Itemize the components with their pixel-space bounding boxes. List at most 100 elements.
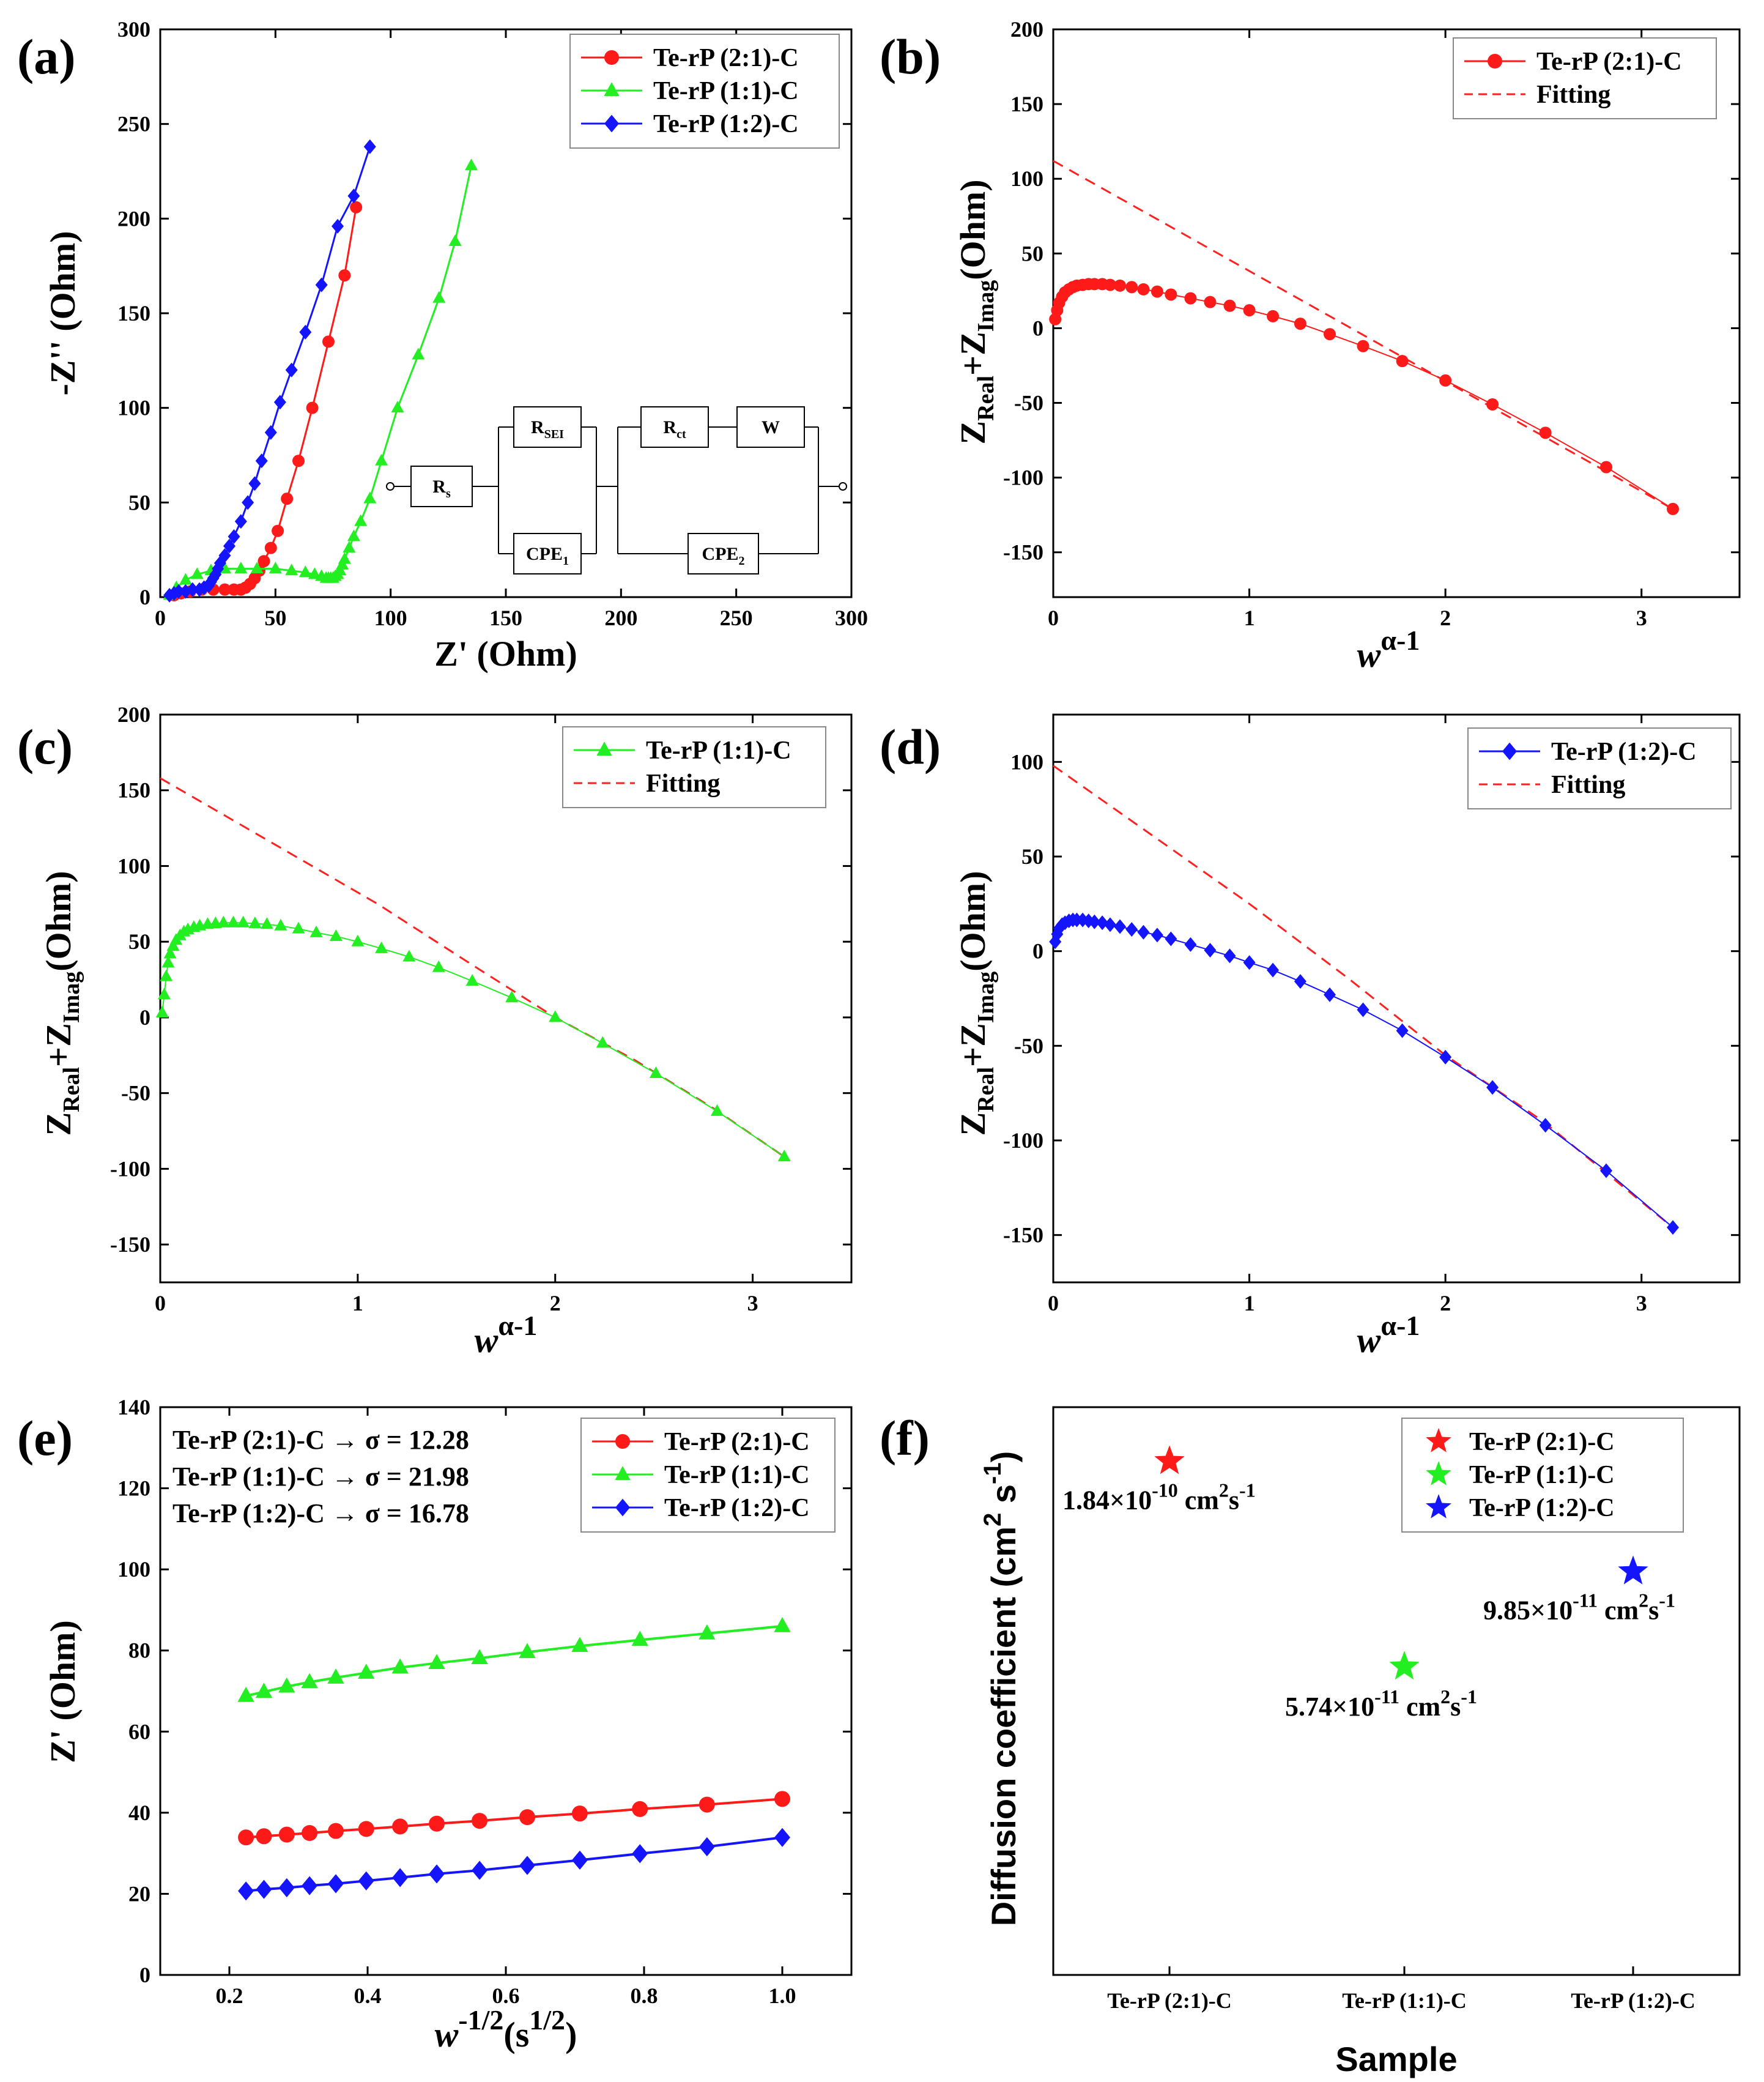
y-label-part: (Ohm) (953, 871, 993, 971)
warburg-w-label: W (762, 417, 780, 437)
value-label: 1.84×10-10 cm2s-1 (1062, 1479, 1256, 1515)
y-label-part: s (984, 1484, 1023, 1513)
y-tick-label: 50 (128, 929, 150, 954)
data-point (354, 514, 368, 526)
data-point (465, 158, 478, 171)
y-label-part: (Ohm) (953, 179, 993, 280)
label-part: cm (1598, 1596, 1639, 1626)
data-point (255, 453, 268, 469)
legend: Te-rP (1:2)-C Fitting (1467, 727, 1732, 809)
data-point (258, 555, 270, 568)
y-label-sub: Imag (973, 972, 999, 1023)
y-label-sub: Real (973, 376, 999, 421)
y-tick-label: 40 (128, 1801, 150, 1825)
series-green (237, 1616, 791, 1702)
y-tick-label: 150 (117, 778, 150, 803)
data-point (777, 1150, 791, 1162)
data-point (278, 1677, 295, 1693)
legend-marker (1426, 1494, 1451, 1519)
panel-c: 0 1 2 3 -150 -100 -50 0 50 100 150 200 (c) wα-1 ZReal+… (17, 702, 853, 1360)
series-line (1053, 160, 1673, 510)
y-tick-label: 80 (128, 1638, 150, 1663)
y-axis-label: ZReal+ZImag(Ohm) (953, 871, 999, 1136)
data-point (1137, 924, 1150, 940)
label-part: 1.84×10 (1062, 1485, 1152, 1515)
data-point (375, 941, 388, 953)
data-point (234, 514, 247, 529)
x-tick-label: 0 (155, 606, 166, 630)
x-tick-label: 50 (264, 606, 286, 630)
data-point (1324, 987, 1336, 1002)
legend-label: Te-rP (1:1)-C (646, 737, 791, 765)
data-point (596, 1036, 609, 1048)
legend-label: Te-rP (2:1)-C (664, 1428, 810, 1456)
y-label-sub: Imag (59, 972, 84, 1023)
legend-label: Fitting (1536, 81, 1610, 109)
x-label-sup: -1/2 (458, 2004, 503, 2036)
x-tick-label: 300 (835, 606, 868, 630)
y-tick-label: 50 (1021, 241, 1043, 266)
x-label-part: w (1357, 635, 1381, 675)
data-point (1165, 931, 1177, 946)
y-tick-label: 200 (117, 702, 150, 727)
data-point (238, 1829, 254, 1846)
y-tick-label: 0 (1032, 939, 1043, 964)
legend-marker (615, 1498, 630, 1517)
legend-marker (604, 114, 619, 133)
data-point (190, 567, 204, 579)
x-tick-label: Te-rP (2:1)-C (1107, 1988, 1232, 2013)
x-tick-label: 2 (550, 1291, 561, 1315)
x-axis-label: Z' (Ohm) (434, 634, 577, 674)
y-tick-label: 50 (128, 490, 150, 515)
data-point (1486, 1080, 1499, 1095)
x-label-part: w (475, 1320, 498, 1360)
data-point (255, 1682, 273, 1698)
label-part: 5.74×10 (1285, 1692, 1374, 1722)
y-axis-label: ZReal+ZImag(Ohm) (953, 179, 999, 444)
legend-marker (1488, 54, 1502, 69)
data-point (549, 1010, 562, 1022)
data-point (632, 1801, 648, 1817)
label-sup: -1 (1461, 1686, 1477, 1708)
legend-box (1401, 1418, 1684, 1533)
panel-label: (b) (880, 29, 941, 84)
x-label-sup: α-1 (1380, 1310, 1420, 1341)
resistor-rs-label: Rs (432, 477, 451, 500)
panel-label: (c) (17, 719, 73, 775)
resistor-rsei-label: RSEI (531, 417, 564, 441)
y-tick-label: 120 (117, 1476, 150, 1501)
legend-label: Te-rP (1:2)-C (653, 110, 799, 138)
y-tick-label: -100 (1003, 1128, 1043, 1153)
legend-label: Te-rP (1:2)-C (1469, 1494, 1615, 1522)
data-point (157, 987, 171, 1000)
x-label-sup: α-1 (1380, 625, 1420, 656)
x-tick-label: 2 (1440, 1291, 1451, 1315)
data-point (301, 1673, 318, 1689)
legend-label: Te-rP (1:1)-C (1469, 1461, 1615, 1489)
series-line (169, 146, 371, 597)
data-point (774, 1827, 790, 1847)
x-tick-label: 200 (604, 606, 637, 630)
label-part: s (1450, 1692, 1461, 1722)
y-tick-label: 150 (1010, 92, 1043, 116)
legend-label: Fitting (1551, 771, 1625, 799)
data-point (699, 1837, 715, 1857)
data-point (1439, 1049, 1452, 1065)
panel-label: (e) (17, 1410, 73, 1466)
series-green (155, 915, 791, 1162)
sigma-annotation: Te-rP (1:1)-C → σ = 21.98 (172, 1462, 469, 1492)
data-point (1113, 279, 1126, 292)
data-point (264, 541, 277, 554)
data-point (429, 1864, 445, 1884)
x-label-part: ) (565, 2015, 577, 2054)
data-point (1184, 292, 1197, 305)
data-point (228, 529, 240, 545)
data-point (332, 218, 344, 234)
data-point (1539, 426, 1552, 439)
value-label: 9.85×10-11 cm2s-1 (1483, 1589, 1675, 1626)
data-point (1667, 1220, 1680, 1235)
legend-box (1453, 37, 1717, 119)
panel-f: (f) Te-rP (2:1)-C Te-rP (1:1)-C Te-rP (1:2)… (880, 1406, 1741, 2078)
